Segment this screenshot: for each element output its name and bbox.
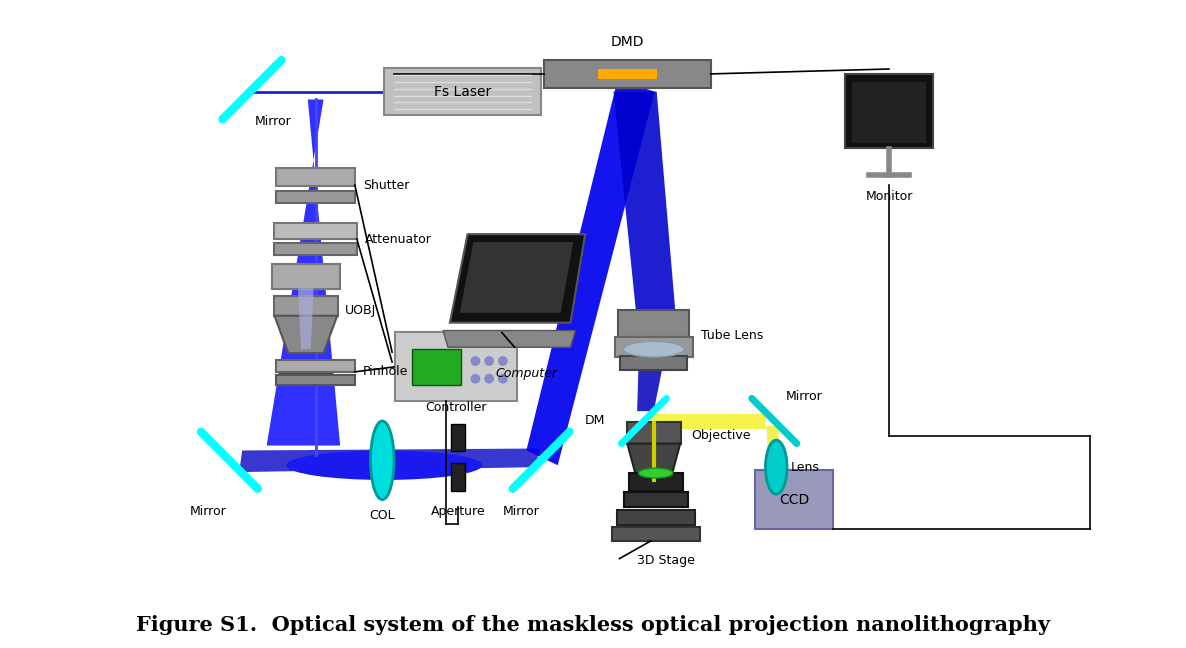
Polygon shape [240,448,540,472]
Ellipse shape [624,341,684,357]
Text: DM: DM [585,415,605,428]
Circle shape [498,356,508,366]
Polygon shape [646,414,766,429]
Polygon shape [637,424,663,505]
Bar [276,375,355,385]
Text: Figure S1.  Optical system of the maskless optical projection nanolithography: Figure S1. Optical system of the maskles… [136,615,1050,635]
Text: Pinhole: Pinhole [363,365,408,378]
Text: Controller: Controller [425,401,486,414]
Ellipse shape [370,421,394,500]
Text: Attenuator: Attenuator [364,233,432,246]
Bar [598,69,657,79]
Bar [852,82,926,143]
Text: Aperture: Aperture [431,505,485,518]
Bar [624,492,688,507]
Ellipse shape [638,468,672,478]
Bar [618,310,689,338]
Bar [544,60,710,87]
Text: Fs Laser: Fs Laser [434,85,491,98]
Text: DMD: DMD [611,36,644,49]
Bar [614,338,693,357]
Bar [620,356,687,370]
Bar [276,360,355,372]
Ellipse shape [286,450,483,480]
Bar [276,168,355,186]
Polygon shape [267,100,340,446]
Ellipse shape [765,440,788,494]
Bar [395,332,517,401]
Text: Monitor: Monitor [866,190,913,203]
Bar [272,264,340,289]
Polygon shape [527,80,655,465]
Bar [844,75,933,148]
Polygon shape [613,91,676,323]
Text: 3D Stage: 3D Stage [637,553,695,567]
Text: Computer: Computer [496,367,557,380]
Text: Mirror: Mirror [255,115,292,128]
Bar [754,470,833,529]
Bar [629,473,683,491]
Bar [412,349,460,385]
Text: Objective: Objective [691,429,751,442]
Circle shape [498,374,508,384]
Bar [274,296,338,316]
Bar [451,424,465,452]
Text: UOBJ: UOBJ [345,305,376,318]
Bar [384,68,541,115]
Polygon shape [766,426,782,480]
Polygon shape [637,347,667,411]
Bar [451,463,465,491]
Bar [627,422,681,444]
Text: Mirror: Mirror [786,390,823,403]
Polygon shape [460,242,573,313]
Bar [274,224,357,239]
Polygon shape [449,234,585,323]
Text: CCD: CCD [779,492,809,507]
Bar [276,191,355,203]
Polygon shape [444,330,575,347]
Polygon shape [298,288,314,349]
Circle shape [471,374,480,384]
Bar [617,510,695,525]
Bar [274,243,357,255]
Text: Lens: Lens [791,461,820,474]
Circle shape [484,356,495,366]
Text: Shutter: Shutter [363,178,409,192]
Polygon shape [627,444,681,480]
Circle shape [471,356,480,366]
Circle shape [484,374,495,384]
Bar [612,527,700,541]
Text: Mirror: Mirror [190,505,227,518]
Text: Tube Lens: Tube Lens [701,329,763,342]
Text: COL: COL [370,509,395,522]
Polygon shape [274,316,337,353]
Text: Mirror: Mirror [503,505,540,518]
